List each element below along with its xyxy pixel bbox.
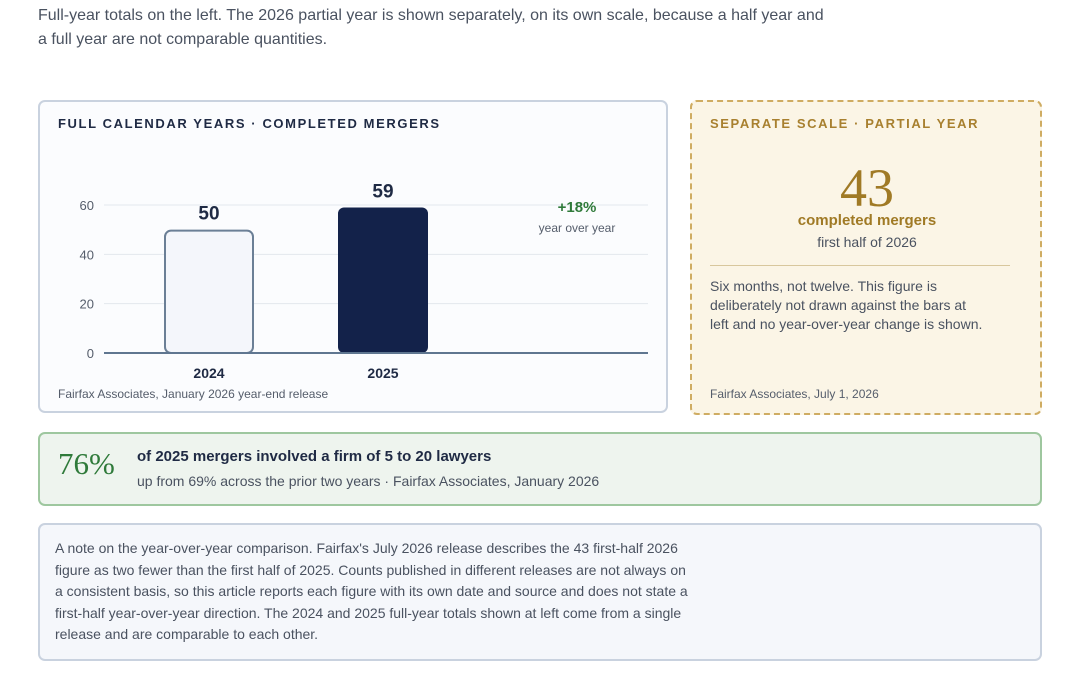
partial-year-source: Fairfax Associates, July 1, 2026 [710, 387, 879, 401]
partial-year-title: SEPARATE SCALE · PARTIAL YEAR [710, 116, 980, 131]
y-tick-label: 0 [87, 346, 94, 361]
partial-year-card: SEPARATE SCALE · PARTIAL YEAR 43 complet… [690, 100, 1042, 415]
partial-year-divider [710, 265, 1010, 266]
full-years-title: FULL CALENDAR YEARS · COMPLETED MERGERS [58, 116, 441, 131]
bar-2024 [164, 229, 254, 355]
y-tick-label: 20 [80, 297, 94, 312]
y-tick-label: 60 [80, 198, 94, 213]
y-tick-label: 40 [80, 247, 94, 262]
stat-headline: of 2025 mergers involved a firm of 5 to … [137, 448, 492, 465]
x-tick-label-2025: 2025 [367, 365, 398, 381]
yoy-change-label: year over year [539, 221, 616, 235]
data-label-2024: 50 [198, 204, 219, 225]
partial-year-note: Six months, not twelve. This figure is d… [710, 278, 983, 332]
partial-year-label: completed mergers [797, 212, 937, 229]
stat-subtext: up from 69% across the prior two years ·… [137, 473, 600, 489]
full-years-card: FULL CALENDAR YEARS · COMPLETED MERGERS … [38, 100, 668, 413]
stat-value: 76% [58, 446, 115, 481]
partial-year-sublabel: first half of 2026 [817, 234, 917, 250]
stat-card: 76% of 2025 mergers involved a firm of 5… [38, 432, 1042, 506]
data-label-2025: 59 [372, 181, 393, 202]
methodology-note-text: A note on the year-over-year comparison.… [55, 540, 688, 642]
x-tick-label-2024: 2024 [193, 365, 224, 381]
methodology-note-card: A note on the year-over-year comparison.… [38, 523, 1042, 661]
full-years-source: Fairfax Associates, January 2026 year-en… [58, 387, 329, 401]
bar-chart: 0 20 40 60 50 2024 59 2025 +18% year over year [80, 181, 648, 381]
intro-text: Full-year totals on the left. The 2026 p… [38, 7, 824, 48]
bar-2025 [338, 207, 428, 353]
yoy-change-value: +18% [558, 199, 597, 216]
partial-year-value: 43 [840, 158, 894, 218]
